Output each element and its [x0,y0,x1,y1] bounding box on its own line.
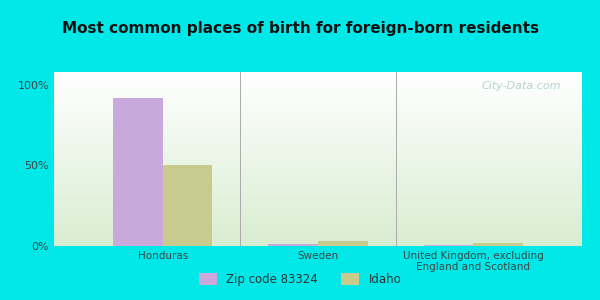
Text: City-Data.com: City-Data.com [481,81,561,91]
Bar [113,98,163,246]
Bar [318,241,368,246]
Bar [268,244,318,246]
Bar [473,243,523,246]
Legend: Zip code 83324, Idaho: Zip code 83324, Idaho [194,268,406,291]
Bar [163,165,212,246]
Bar [424,245,473,246]
Text: Most common places of birth for foreign-born residents: Most common places of birth for foreign-… [62,21,539,36]
